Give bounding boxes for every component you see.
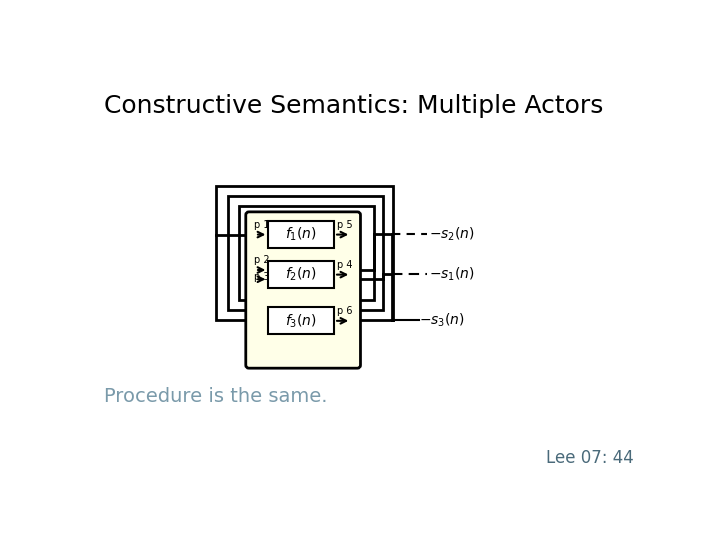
FancyBboxPatch shape (246, 212, 361, 368)
Text: $-s_2(n)$: $-s_2(n)$ (428, 226, 474, 243)
Bar (216, 186, 393, 320)
Text: Procedure is the same.: Procedure is the same. (104, 387, 328, 406)
Text: p 3: p 3 (253, 272, 269, 282)
Bar (228, 195, 383, 309)
Bar (269, 221, 334, 248)
Text: Constructive Semantics: Multiple Actors: Constructive Semantics: Multiple Actors (104, 94, 603, 118)
Text: $-s_1(n)$: $-s_1(n)$ (428, 266, 474, 283)
Text: $f_1(n)$: $f_1(n)$ (285, 226, 317, 244)
Bar (269, 261, 334, 288)
Text: $-s_3(n)$: $-s_3(n)$ (419, 312, 465, 329)
Text: p 1: p 1 (253, 220, 269, 229)
Text: p 2: p 2 (253, 255, 269, 265)
Text: p 4: p 4 (337, 260, 353, 269)
Text: Lee 07: 44: Lee 07: 44 (546, 449, 634, 467)
Text: $f_2(n)$: $f_2(n)$ (285, 266, 317, 284)
Bar (269, 307, 334, 334)
Text: p 6: p 6 (337, 306, 353, 316)
Text: $f_3(n)$: $f_3(n)$ (285, 312, 317, 329)
Bar (239, 206, 374, 300)
Text: p 5: p 5 (337, 220, 353, 229)
